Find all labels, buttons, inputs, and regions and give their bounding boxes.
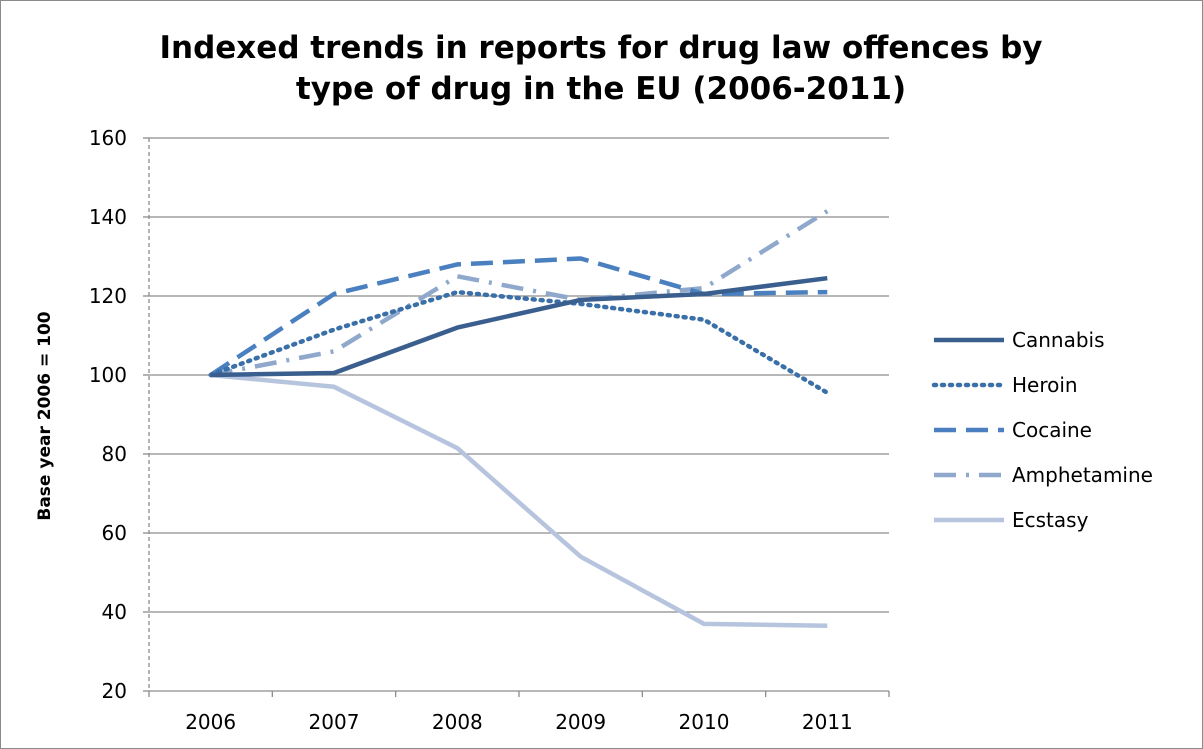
y-tick-label: 140 bbox=[89, 205, 127, 229]
legend-label-ecstasy: Ecstasy bbox=[1012, 508, 1089, 532]
y-tick-label: 20 bbox=[102, 679, 127, 703]
y-tick-label: 160 bbox=[89, 126, 127, 150]
series-line-ecstasy bbox=[210, 372, 828, 629]
y-tick-label: 60 bbox=[102, 521, 127, 545]
x-tick-label: 2009 bbox=[555, 710, 606, 734]
legend-label-heroin: Heroin bbox=[1012, 373, 1078, 397]
legend-label-cannabis: Cannabis bbox=[1012, 328, 1105, 352]
y-tick-label: 80 bbox=[102, 442, 127, 466]
legend-label-cocaine: Cocaine bbox=[1012, 418, 1092, 442]
x-tick-label: 2011 bbox=[802, 710, 853, 734]
chart-title-line-2: type of drug in the EU (2006-2011) bbox=[296, 71, 906, 107]
legend-label-amphetamine: Amphetamine bbox=[1012, 463, 1153, 487]
series-line-amphetamine bbox=[210, 209, 829, 378]
axes: 20 40 60 80 100 120 140 160 2006 2007 2008 2009 2010… bbox=[89, 126, 890, 734]
chart-title: Indexed trends in reports for drug law o… bbox=[159, 30, 1042, 107]
x-tick-label: 2008 bbox=[432, 710, 483, 734]
x-tick-label: 2010 bbox=[679, 710, 730, 734]
y-axis-title: Base year 2006 = 100 bbox=[35, 311, 55, 520]
series-line-cocaine bbox=[209, 256, 828, 377]
x-tick-label: 2007 bbox=[309, 710, 360, 734]
x-tick-label: 2006 bbox=[185, 710, 236, 734]
y-tick-label: 100 bbox=[89, 363, 127, 387]
series-lines bbox=[208, 209, 830, 629]
series-line-heroin bbox=[208, 289, 830, 396]
legend: Cannabis Heroin Cocaine Amphetamine Ecstasy bbox=[931, 328, 1153, 532]
y-tick-label: 120 bbox=[89, 284, 127, 308]
series-line-cannabis bbox=[210, 275, 828, 378]
y-tick-label: 40 bbox=[102, 600, 127, 624]
chart-title-line-1: Indexed trends in reports for drug law o… bbox=[159, 30, 1042, 66]
